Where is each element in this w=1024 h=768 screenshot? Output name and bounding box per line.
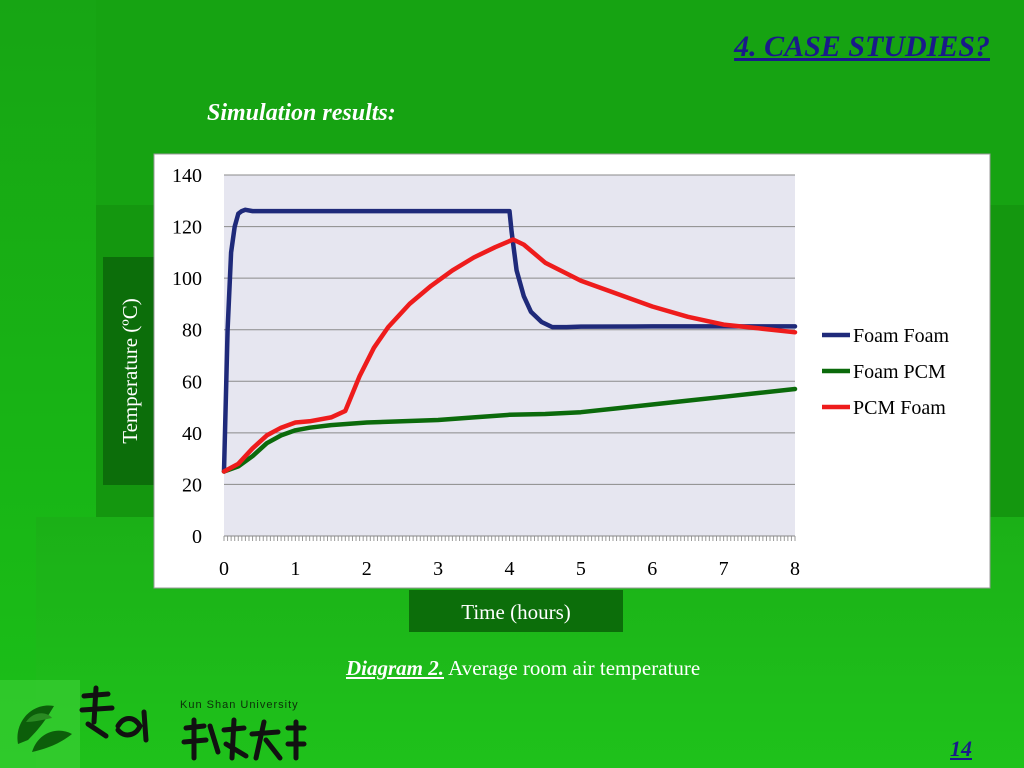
x-tick-label: 2 (362, 558, 372, 580)
x-tick-label: 8 (790, 558, 800, 580)
caption-lead: Diagram 2. (346, 656, 445, 680)
y-tick-label: 40 (182, 423, 202, 445)
x-tick-label: 0 (219, 558, 229, 580)
x-tick-label: 7 (719, 558, 729, 580)
x-tick-label: 1 (290, 558, 300, 580)
chart-legend: Foam Foam Foam PCM PCM Foam (822, 325, 950, 419)
y-tick-label: 20 (182, 474, 202, 496)
y-tick-label: 100 (172, 268, 202, 290)
legend-label: PCM Foam (853, 397, 946, 419)
x-tick-label: 5 (576, 558, 586, 580)
series-line-foam-pcm (221, 386, 798, 474)
y-tick-label: 80 (182, 320, 202, 342)
university-logo (17, 685, 307, 761)
y-tick-label: 60 (182, 371, 202, 393)
series-line-foam-foam (221, 207, 798, 474)
diagram-caption: Diagram 2. Average room air temperature (346, 656, 700, 681)
x-axis-label-box (409, 590, 623, 632)
leaf-emblem-icon (17, 705, 72, 752)
x-axis-minor-ticks (223, 536, 796, 541)
legend-label: Foam PCM (853, 361, 946, 383)
caption-text: Average room air temperature (444, 656, 701, 680)
x-tick-label: 3 (433, 558, 443, 580)
y-tick-label: 140 (172, 165, 202, 187)
slide-subtitle: Simulation results: (207, 100, 396, 126)
plot-area-background (224, 175, 795, 536)
x-axis-label: Time (hours) (461, 600, 570, 624)
y-axis-label-box (103, 257, 155, 485)
x-tick-label: 6 (647, 558, 657, 580)
y-axis-tick-labels: 0 20 40 60 80 100 120 140 (172, 165, 202, 548)
x-tick-label: 4 (505, 558, 515, 580)
x-axis-tick-labels: 0 1 2 3 4 5 6 7 8 (219, 558, 800, 580)
slide-title: 4. CASE STUDIES? (734, 30, 990, 63)
page-number: 14 (950, 736, 972, 761)
legend-label: Foam Foam (853, 325, 950, 347)
data-series (221, 207, 798, 474)
y-axis-label: Temperature (ºC) (118, 298, 142, 444)
y-tick-label: 0 (192, 526, 202, 548)
y-tick-label: 120 (172, 217, 202, 239)
chinese-name-logotype (79, 685, 307, 761)
university-english-name: Kun Shan University (180, 699, 299, 711)
series-line-pcm-foam (221, 237, 798, 474)
